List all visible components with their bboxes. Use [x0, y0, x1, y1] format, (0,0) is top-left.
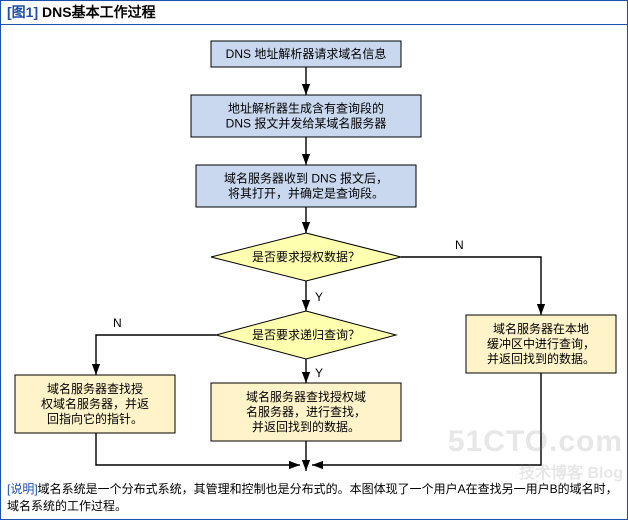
- figure-title: [图1] DNS基本工作过程: [1, 1, 627, 25]
- node-r2: 域名服务器查找授权域名服务器，进行查找，并返回找到的数据。: [211, 383, 401, 441]
- node-r1: 域名服务器在本地缓冲区中进行查询，并返回找到的数据。: [466, 315, 616, 373]
- node-d1: 是否要求授权数据？: [211, 233, 401, 281]
- node-n1: DNS 地址解析器请求域名信息: [211, 41, 401, 67]
- edge: [96, 335, 216, 375]
- node-d2: 是否要求递归查询？: [216, 311, 396, 359]
- figure-caption: [说明]域名系统是一个分布式系统，其管理和控制也是分布式的。本图体现了一个用户A…: [7, 481, 621, 515]
- node-label: 是否要求递归查询？: [252, 328, 360, 342]
- flowchart-svg: Y N Y N DNS 地址解析器请求域名信息地址解析器生成含有查询段的DNS 报文并发…: [1, 25, 627, 495]
- edge: [401, 257, 541, 315]
- node-label: 域名服务器在本地缓冲区中进行查询，并返回找到的数据。: [487, 321, 595, 366]
- node-label: 是否要求授权数据？: [252, 249, 360, 264]
- edge-label: N: [113, 316, 122, 330]
- node-r3: 域名服务器查找授权域名服务器，并返回指向它的指针。: [15, 375, 175, 433]
- edge-label: Y: [315, 366, 323, 380]
- node-label: DNS 地址解析器请求域名信息: [226, 46, 387, 61]
- node-label: 域名服务器查找授权域名服务器，并返回指向它的指针。: [41, 381, 149, 426]
- node-n3: 域名服务器收到 DNS 报文后，将其打开，并确定是查询段。: [196, 165, 416, 207]
- caption-body: 域名系统是一个分布式系统，其管理和控制也是分布式的。本图体现了一个用户A在查找另…: [7, 482, 618, 513]
- edge-label: Y: [315, 290, 323, 304]
- flowchart: Y N Y N DNS 地址解析器请求域名信息地址解析器生成含有查询段的DNS 报文并发…: [1, 25, 627, 495]
- title-prefix: [图1]: [7, 4, 38, 20]
- node-n2: 地址解析器生成含有查询段的DNS 报文并发给某域名服务器: [191, 95, 421, 137]
- node-label: 域名服务器查找授权域名服务器，进行查找，并返回找到的数据。: [246, 389, 366, 434]
- edge-label: N: [455, 238, 464, 252]
- caption-tag: [说明]: [7, 482, 38, 496]
- figure-frame: [图1] DNS基本工作过程 Y N Y N DNS 地址解析器请求域名信息地址解析器生…: [0, 0, 628, 520]
- title-text: DNS基本工作过程: [42, 4, 156, 20]
